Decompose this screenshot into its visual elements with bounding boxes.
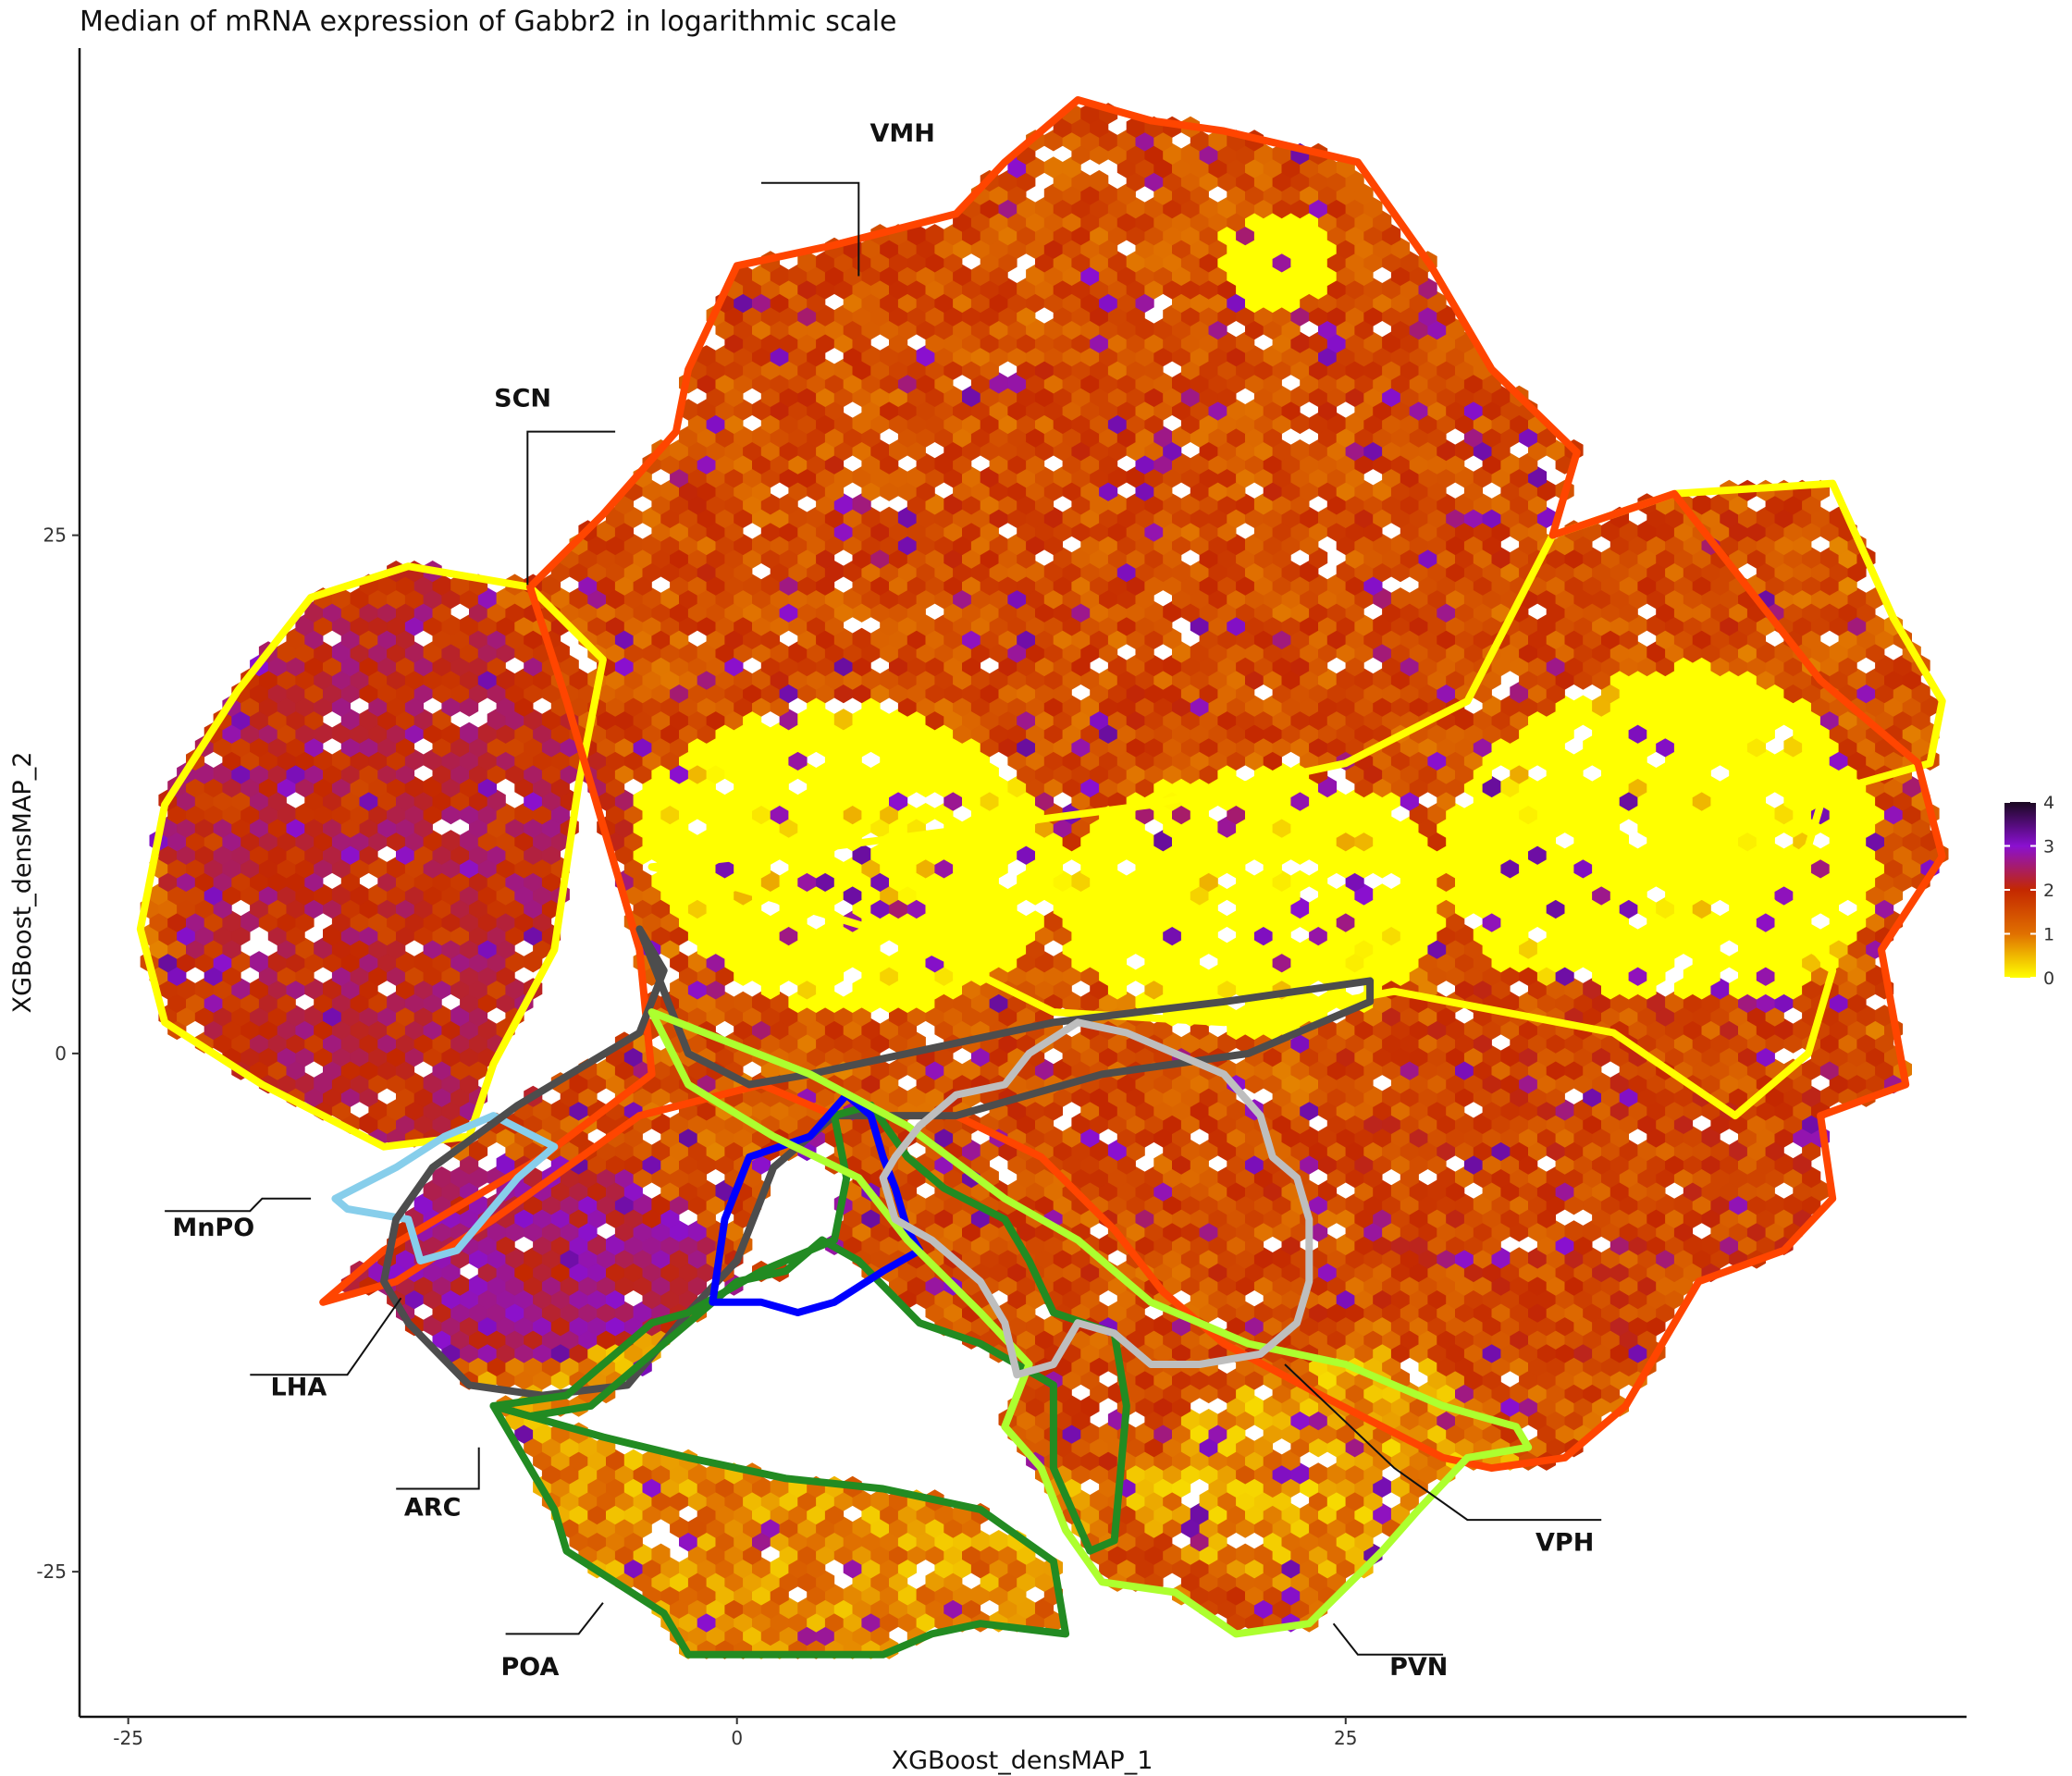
hex-bin bbox=[651, 1543, 671, 1565]
chart-title: Median of mRNA expression of Gabbr2 in l… bbox=[80, 6, 897, 38]
hex-bin bbox=[623, 1449, 643, 1471]
hex-bin bbox=[1309, 1462, 1328, 1485]
hex-bin bbox=[1199, 1409, 1218, 1431]
hex-bin bbox=[870, 1489, 890, 1511]
hex-bin bbox=[1564, 1220, 1584, 1242]
hex-bin bbox=[432, 1166, 451, 1189]
hex-bin bbox=[1236, 1543, 1255, 1565]
hex-bin bbox=[642, 1449, 661, 1471]
hexbin-layer bbox=[140, 103, 1949, 1659]
hex-bin bbox=[989, 1530, 1008, 1552]
hex-bin bbox=[1510, 1247, 1529, 1269]
